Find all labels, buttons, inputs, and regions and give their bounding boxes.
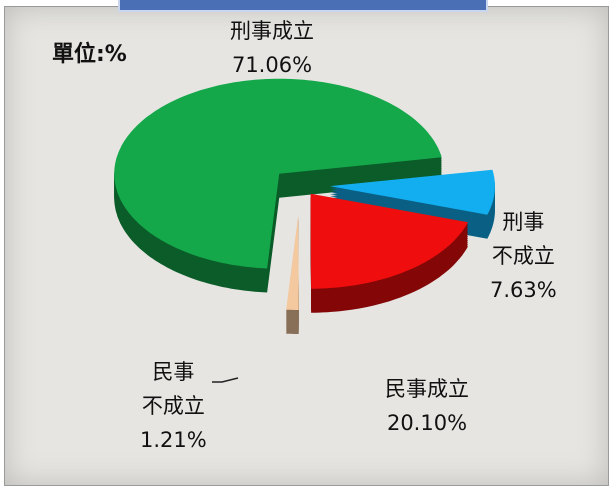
value-label: 20.10% [386,411,468,435]
slice-label: 刑事成立 71.06% [230,14,314,82]
slice [310,193,468,289]
top-bar [118,0,488,12]
unit-label: 單位:% [52,42,127,67]
slice [286,214,299,310]
category-label: 民事 不成立 [141,360,205,418]
category-label: 刑事 不成立 [491,210,555,268]
slice-label: 刑事 不成立 7.63% [490,205,557,307]
leader-line [212,377,239,383]
category-label: 民事成立 [385,377,469,401]
value-label: 7.63% [490,278,557,302]
slice [329,169,495,215]
value-label: 1.21% [140,428,207,452]
category-label: 刑事成立 [230,19,314,43]
slice [114,78,442,269]
slice-label: 民事成立 20.10% [385,372,469,440]
value-label: 71.06% [231,53,313,77]
slice-label: 民事 不成立 1.21% [140,355,207,457]
